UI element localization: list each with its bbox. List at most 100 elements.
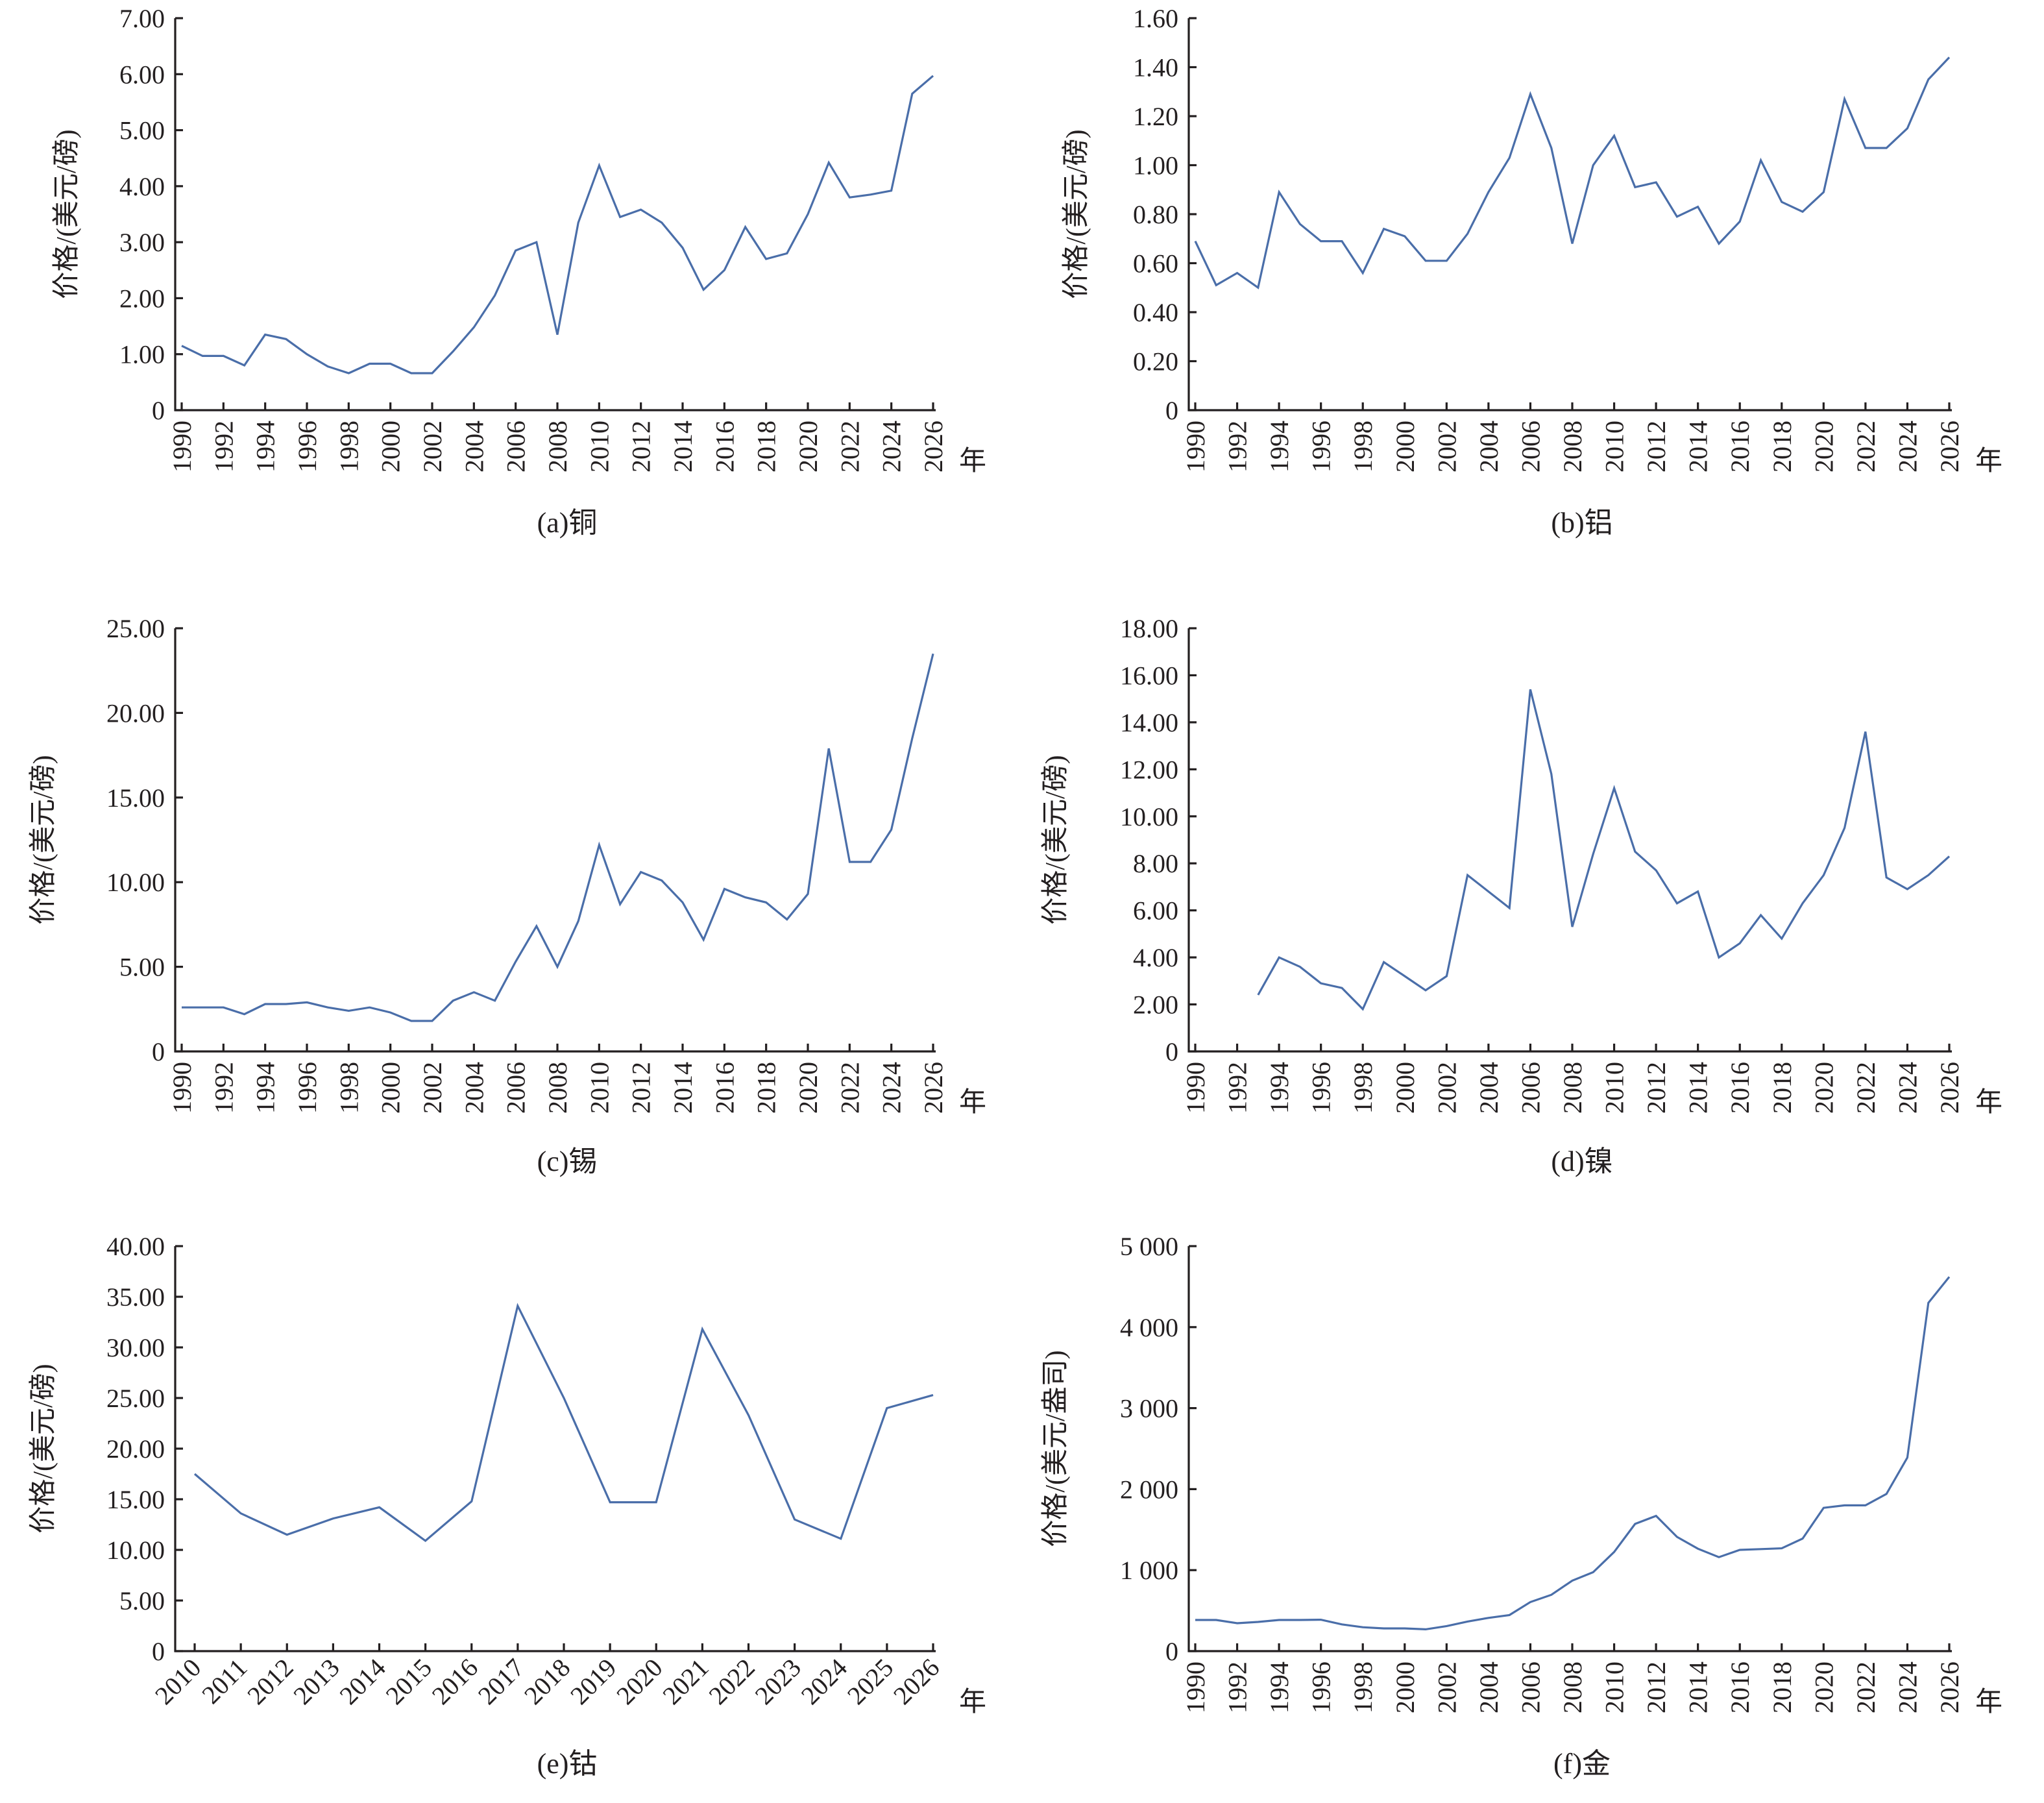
x-tick-label: 2018 — [752, 421, 781, 472]
x-tick-label: 1992 — [1223, 1662, 1252, 1713]
y-tick-label: 25.00 — [106, 614, 165, 643]
y-tick-label: 0 — [1165, 1037, 1178, 1066]
y-tick-label: 3.00 — [119, 228, 165, 257]
y-tick-label: 12.00 — [1120, 755, 1178, 784]
x-tick-label: 2024 — [1893, 1062, 1922, 1114]
x-tick-label: 2014 — [1684, 421, 1713, 472]
y-tick-label: 1 000 — [1120, 1556, 1178, 1585]
x-tick-label: 1994 — [1265, 1062, 1294, 1114]
x-tick-label: 1996 — [1307, 1662, 1336, 1713]
y-tick-label: 1.00 — [119, 340, 165, 369]
x-tick-label: 1994 — [1265, 1662, 1294, 1713]
x-tick-label: 2024 — [1893, 421, 1922, 472]
chart-caption: (d)镍 — [1551, 1146, 1612, 1177]
y-axis-label: 价格/(美元/磅) — [51, 129, 82, 299]
axis-lines — [1187, 18, 1952, 411]
x-tick-label: 1990 — [1181, 421, 1210, 472]
series-line — [182, 653, 934, 1022]
x-tick-label: 2018 — [518, 1653, 576, 1710]
x-tick-label: 2024 — [877, 421, 906, 472]
x-tick-label: 2004 — [459, 1062, 489, 1114]
series-line — [181, 75, 934, 374]
x-tick-label: 2020 — [1809, 1062, 1838, 1114]
x-tick-label: 1998 — [1348, 1662, 1378, 1713]
y-tick-label: 4.00 — [119, 172, 165, 201]
x-tick-label: 2020 — [1809, 1662, 1838, 1713]
x-tick-label: 2016 — [1725, 1062, 1755, 1114]
y-tick-label: 6.00 — [119, 60, 165, 89]
y-tick-label: 3 000 — [1120, 1394, 1178, 1423]
axis-lines — [174, 628, 936, 1053]
x-tick-label: 2010 — [585, 1062, 614, 1114]
y-tick-label: 4 000 — [1120, 1313, 1178, 1342]
y-tick-label: 2 000 — [1120, 1475, 1178, 1504]
x-tick-label: 2018 — [1768, 1662, 1797, 1713]
x-tick-label: 2020 — [1809, 421, 1838, 472]
x-tick-label: 2010 — [1600, 1662, 1629, 1713]
x-tick-label: 2014 — [1684, 1662, 1713, 1713]
x-tick-label: 2004 — [1474, 1062, 1503, 1114]
y-tick-label: 20.00 — [106, 1434, 165, 1464]
x-tick-label: 2002 — [1432, 1062, 1461, 1114]
x-tick-label: 2008 — [543, 1062, 572, 1114]
y-tick-label: 5.00 — [119, 116, 165, 145]
y-tick-label: 2.00 — [119, 284, 165, 313]
y-tick-label: 30.00 — [106, 1333, 165, 1362]
y-tick-label: 0 — [1165, 1637, 1178, 1666]
x-tick-label: 2013 — [287, 1653, 345, 1710]
x-tick-label: 2020 — [794, 421, 823, 472]
x-tick-label: 2016 — [1725, 1662, 1755, 1713]
series-line — [1195, 1276, 1951, 1631]
x-tick-label: 2026 — [1935, 1062, 1964, 1114]
x-tick-label: 2012 — [627, 421, 656, 472]
x-tick-label: 2026 — [919, 421, 948, 472]
x-tick-label: 2012 — [1642, 1062, 1671, 1114]
y-tick-label: 0.60 — [1133, 249, 1178, 278]
y-tick-label: 1.00 — [1133, 151, 1178, 180]
x-axis-unit: 年 — [959, 1687, 986, 1717]
x-tick-label: 2002 — [418, 1062, 447, 1114]
y-tick-label: 10.00 — [106, 868, 165, 897]
x-tick-label: 2026 — [888, 1653, 945, 1710]
y-tick-label: 0 — [152, 396, 165, 425]
x-tick-label: 2016 — [426, 1653, 483, 1710]
x-tick-label: 2024 — [1893, 1662, 1922, 1713]
x-tick-label: 2017 — [472, 1653, 529, 1710]
x-tick-label: 2022 — [1851, 1062, 1880, 1114]
x-tick-label: 2022 — [835, 421, 864, 472]
y-axis-label: 价格/(美元/磅) — [28, 1364, 58, 1533]
x-tick-label: 2012 — [241, 1653, 298, 1710]
x-axis-unit: 年 — [959, 446, 986, 476]
x-tick-label: 1992 — [209, 421, 238, 472]
axis-lines — [174, 18, 936, 411]
y-axis-label: 价格/(美元/磅) — [1061, 129, 1091, 299]
x-tick-label: 1998 — [334, 421, 363, 472]
y-tick-label: 14.00 — [1120, 708, 1178, 737]
x-tick-label: 2006 — [1516, 1662, 1545, 1713]
chart-caption: (a)铜 — [537, 507, 598, 539]
y-tick-label: 16.00 — [1120, 661, 1178, 690]
x-tick-label: 1998 — [334, 1062, 363, 1114]
x-axis-unit: 年 — [959, 1087, 986, 1118]
y-tick-label: 20.00 — [106, 698, 165, 728]
x-tick-label: 1998 — [1348, 1062, 1378, 1114]
x-tick-label: 1992 — [209, 1062, 238, 1114]
x-tick-label: 2008 — [1558, 1062, 1587, 1114]
x-tick-label: 2022 — [835, 1062, 864, 1114]
axis-lines — [1187, 628, 1952, 1053]
x-tick-label: 2004 — [459, 421, 489, 472]
x-tick-label: 2021 — [657, 1653, 714, 1710]
x-tick-label: 2023 — [749, 1653, 807, 1710]
y-tick-label: 10.00 — [1120, 802, 1178, 831]
chart-caption: (e)钴 — [537, 1748, 598, 1780]
x-tick-label: 2010 — [1600, 421, 1629, 472]
x-tick-label: 1996 — [1307, 1062, 1336, 1114]
x-tick-label: 2002 — [1432, 421, 1461, 472]
series-line — [1257, 689, 1951, 1011]
x-tick-label: 2000 — [376, 1062, 406, 1114]
y-tick-label: 15.00 — [106, 1485, 165, 1514]
y-tick-label: 0.80 — [1133, 200, 1178, 229]
x-tick-label: 2002 — [418, 421, 447, 472]
x-tick-label: 1992 — [1223, 421, 1252, 472]
x-tick-label: 2010 — [1600, 1062, 1629, 1114]
